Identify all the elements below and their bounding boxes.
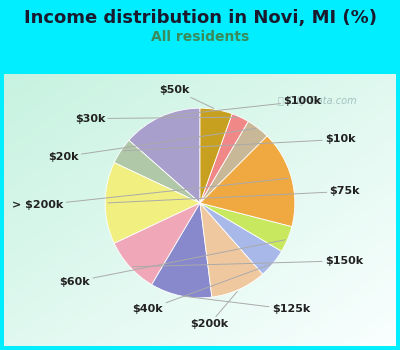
Text: $40k: $40k — [133, 264, 270, 314]
Wedge shape — [114, 140, 200, 203]
Wedge shape — [200, 136, 295, 226]
Text: $125k: $125k — [184, 296, 310, 314]
Text: Income distribution in Novi, MI (%): Income distribution in Novi, MI (%) — [24, 9, 376, 27]
Text: $200k: $200k — [190, 292, 237, 329]
Text: $10k: $10k — [124, 134, 356, 151]
Text: > $200k: > $200k — [12, 178, 289, 210]
Text: All residents: All residents — [151, 30, 249, 44]
Wedge shape — [200, 203, 263, 297]
Wedge shape — [200, 203, 292, 251]
Wedge shape — [129, 108, 200, 203]
Text: Ⓢ City-Data.com: Ⓢ City-Data.com — [278, 96, 357, 106]
Text: $30k: $30k — [75, 113, 238, 124]
Wedge shape — [200, 108, 232, 203]
Wedge shape — [114, 203, 200, 285]
Wedge shape — [200, 114, 248, 203]
Text: $20k: $20k — [48, 128, 255, 162]
Wedge shape — [105, 163, 200, 243]
Wedge shape — [200, 121, 267, 203]
Text: $150k: $150k — [133, 256, 363, 267]
Wedge shape — [152, 203, 212, 298]
Text: $75k: $75k — [108, 187, 360, 203]
Wedge shape — [200, 203, 282, 274]
Text: $50k: $50k — [159, 85, 214, 108]
Text: $100k: $100k — [164, 96, 321, 116]
Text: $60k: $60k — [60, 240, 285, 287]
